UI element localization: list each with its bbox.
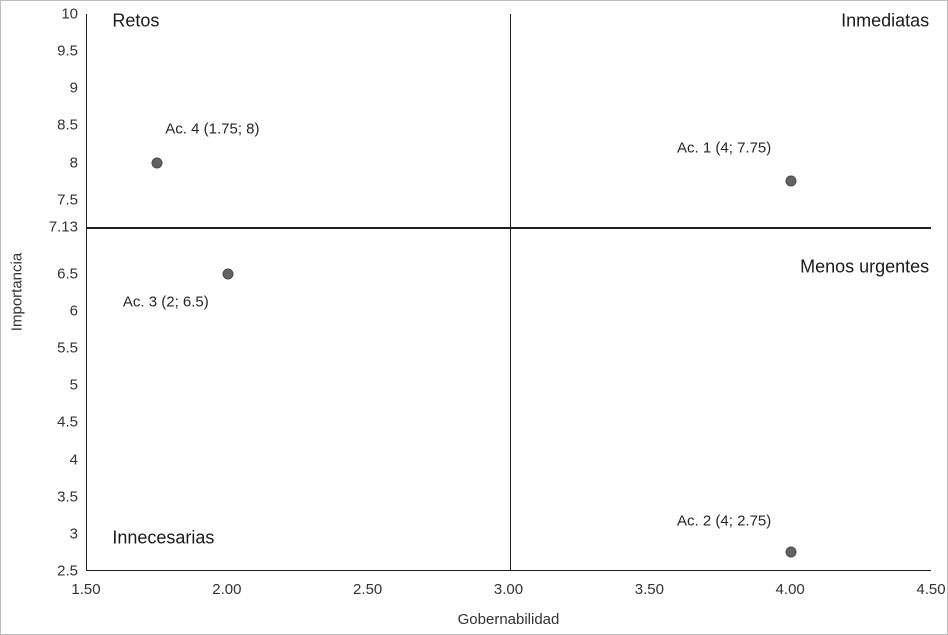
data-point-label: Ac. 2 (4; 2.75): [677, 512, 772, 530]
data-point-label: Ac. 3 (2; 6.5): [122, 293, 209, 311]
x-tick-label: 2.50: [353, 581, 383, 598]
y-tick-label: 9: [69, 79, 78, 97]
y-tick-label: 5: [69, 376, 78, 394]
y-tick-label: 3: [69, 525, 78, 543]
y-tick-label: 9.5: [57, 42, 78, 60]
x-axis-title: Gobernabilidad: [457, 611, 560, 628]
x-tick-label: 1.50: [71, 581, 101, 598]
data-point-ac-2: [785, 546, 797, 558]
quadrant-label-menos-urgentes: Menos urgentes: [800, 256, 930, 277]
x-tick-label: 3.50: [634, 581, 664, 598]
y-tick-label: 4: [69, 451, 78, 469]
y-tick-label: 7.13: [48, 218, 78, 236]
y-tick-label: 8: [69, 154, 78, 172]
plot-area: Retos Inmediatas Menos urgentes Innecesaria…: [86, 10, 931, 571]
quadrant-label-inmediatas: Inmediatas: [841, 10, 930, 31]
quadrant-label-innecesarias: Innecesarias: [112, 527, 215, 548]
y-tick-label: 3.5: [57, 488, 78, 506]
data-point-ac-4: [151, 157, 163, 169]
y-tick-label: 8.5: [57, 116, 78, 134]
x-tick-label: 4.50: [916, 581, 946, 598]
y-tick-label: 10: [61, 5, 78, 23]
x-tick-label: 3.00: [493, 581, 524, 598]
y-tick-label: 4.5: [57, 413, 78, 431]
y-tick-label: 6: [69, 302, 78, 320]
quadrant-divider-vertical: [509, 14, 511, 570]
quadrant-divider-horizontal: [87, 227, 931, 229]
data-point-ac-3: [222, 268, 234, 280]
data-point-ac-1: [785, 175, 797, 187]
data-point-label: Ac. 1 (4; 7.75): [677, 139, 772, 157]
x-tick-label: 2.00: [212, 581, 242, 598]
data-point-label: Ac. 4 (1.75; 8): [165, 120, 260, 138]
y-tick-label: 7.5: [57, 191, 78, 209]
y-tick-label: 6.5: [57, 265, 78, 283]
quadrant-label-retos: Retos: [112, 10, 160, 31]
y-tick-label: 2.5: [57, 562, 78, 580]
x-tick-label: 4.00: [775, 581, 805, 598]
y-tick-label: 5.5: [57, 339, 78, 357]
